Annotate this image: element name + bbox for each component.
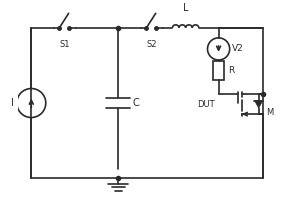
Text: DUT: DUT xyxy=(197,100,214,109)
Text: M: M xyxy=(266,108,273,117)
Text: S1: S1 xyxy=(60,40,70,49)
Bar xyxy=(213,61,224,80)
Text: S2: S2 xyxy=(147,40,158,49)
Text: V2: V2 xyxy=(232,44,244,53)
Text: I: I xyxy=(11,98,14,108)
Text: C: C xyxy=(133,98,140,108)
Polygon shape xyxy=(254,101,263,108)
Text: R: R xyxy=(228,66,234,75)
Text: L: L xyxy=(183,3,188,13)
